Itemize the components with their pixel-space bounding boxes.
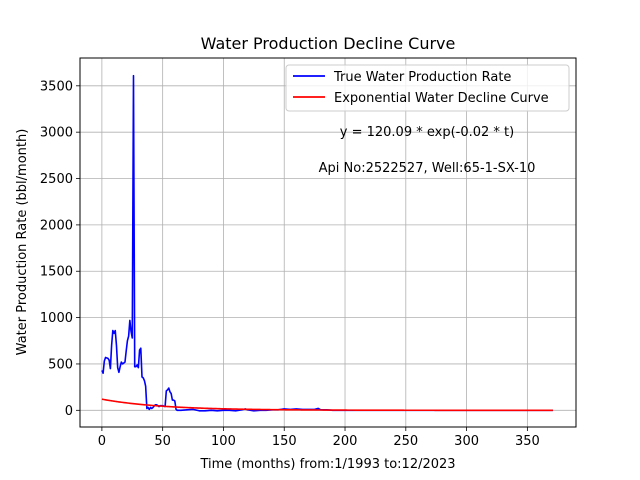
y-axis-label: Water Production Rate (bbl/month) — [15, 129, 30, 356]
x-tick-label: 100 — [211, 434, 236, 449]
grid — [80, 58, 576, 427]
y-tick-label: 0 — [65, 404, 73, 419]
y-tick-label: 3000 — [40, 126, 73, 141]
x-tick-label: 150 — [272, 434, 297, 449]
chart-title: Water Production Decline Curve — [201, 34, 456, 53]
well-annotation: Api No:2522527, Well:65-1-SX-10 — [319, 161, 536, 176]
x-tick-label: 300 — [454, 434, 479, 449]
axis-ticks: 0 50 100 150 200 250 300 3500500100015002000250… — [40, 79, 540, 449]
y-tick-label: 3500 — [40, 79, 73, 94]
plot-frame — [79, 57, 577, 428]
y-tick-label: 2000 — [40, 218, 73, 233]
exponential-decline-curve-line — [101, 398, 553, 412]
y-tick-label: 500 — [48, 357, 73, 372]
x-tick-label: 350 — [515, 434, 540, 449]
y-tick-label: 1500 — [40, 265, 73, 280]
y-tick-label: 2500 — [40, 172, 73, 187]
legend-label-exponential: Exponential Water Decline Curve — [334, 91, 549, 106]
x-axis-label: Time (months) from:1/1993 to:12/2023 — [199, 457, 455, 472]
legend-box — [285, 64, 570, 112]
x-tick-label: 0 — [98, 434, 106, 449]
legend-label-true-rate: True Water Production Rate — [333, 70, 511, 85]
y-tick-label: 1000 — [40, 311, 73, 326]
x-tick-label: 200 — [333, 434, 358, 449]
equation-annotation: y = 120.09 * exp(-0.02 * t) — [340, 125, 514, 140]
x-tick-label: 50 — [154, 434, 171, 449]
x-tick-label: 250 — [393, 434, 418, 449]
legend: True Water Production Rate Exponential W… — [285, 64, 570, 112]
series-layer — [101, 74, 553, 412]
